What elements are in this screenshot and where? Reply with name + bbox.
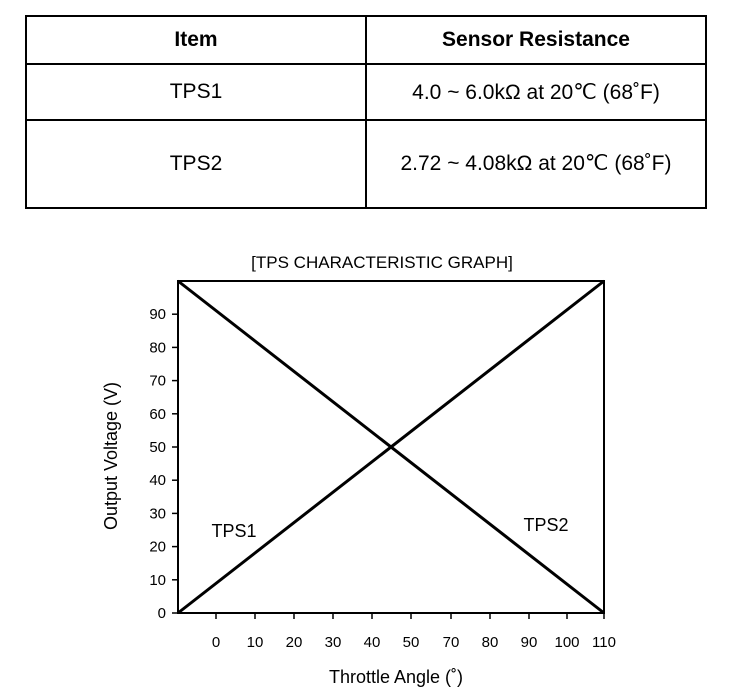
y-axis-label: Output Voltage (V) xyxy=(101,382,121,530)
y-tick-label: 90 xyxy=(149,306,166,323)
y-tick-label: 0 xyxy=(158,605,166,622)
series-label-tps2: TPS2 xyxy=(523,515,568,535)
table-row: TPS2 2.72 ~ 4.08kΩ at 20℃ (68˚F) xyxy=(25,119,707,209)
x-tick-label: 10 xyxy=(247,634,264,651)
cell-resistance-tps2: 2.72 ~ 4.08kΩ at 20℃ (68˚F) xyxy=(365,119,707,209)
x-tick-label: 80 xyxy=(482,634,499,651)
y-tick-label: 70 xyxy=(149,373,166,390)
series-lines xyxy=(177,279,605,615)
y-tick-label: 30 xyxy=(149,505,166,522)
series-label-tps1: TPS1 xyxy=(211,521,256,541)
x-tick-label: 70 xyxy=(443,634,460,651)
x-tick-label: 20 xyxy=(286,634,303,651)
table-row: TPS1 4.0 ~ 6.0kΩ at 20℃ (68˚F) xyxy=(25,63,707,121)
y-tick-label: 40 xyxy=(149,472,166,489)
sensor-resistance-table: Item Sensor Resistance TPS1 4.0 ~ 6.0kΩ … xyxy=(25,15,707,209)
y-tick-label: 60 xyxy=(149,406,166,423)
cell-resistance-tps1: 4.0 ~ 6.0kΩ at 20℃ (68˚F) xyxy=(365,63,707,121)
y-axis: 0 10 20 30 40 50 60 70 80 90 xyxy=(149,306,178,622)
series-line-tps2 xyxy=(177,279,605,615)
x-tick-label: 0 xyxy=(212,634,220,651)
x-axis-label: Throttle Angle (˚) xyxy=(329,667,463,687)
column-header-item: Item xyxy=(25,15,367,65)
x-tick-label: 50 xyxy=(403,634,420,651)
cell-item-tps2: TPS2 xyxy=(25,119,367,209)
x-tick-label: 100 xyxy=(554,634,579,651)
x-tick-label: 110 xyxy=(592,634,616,651)
y-tick-label: 50 xyxy=(149,439,166,456)
x-tick-label: 40 xyxy=(364,634,381,651)
table-header-row: Item Sensor Resistance xyxy=(25,15,707,65)
x-tick-label: 90 xyxy=(521,634,538,651)
cell-item-tps1: TPS1 xyxy=(25,63,367,121)
cell-resistance-tps2-text: 2.72 ~ 4.08kΩ at 20℃ (68˚F) xyxy=(400,152,672,175)
column-header-sensor-resistance: Sensor Resistance xyxy=(365,15,707,65)
y-tick-label: 80 xyxy=(149,339,166,356)
x-axis: 0 10 20 30 40 50 70 80 90 100 110 xyxy=(212,613,616,651)
x-tick-label: 30 xyxy=(325,634,342,651)
y-tick-label: 20 xyxy=(149,539,166,556)
chart-title: [TPS CHARACTERISTIC GRAPH] xyxy=(251,253,513,272)
y-tick-label: 10 xyxy=(149,572,166,589)
